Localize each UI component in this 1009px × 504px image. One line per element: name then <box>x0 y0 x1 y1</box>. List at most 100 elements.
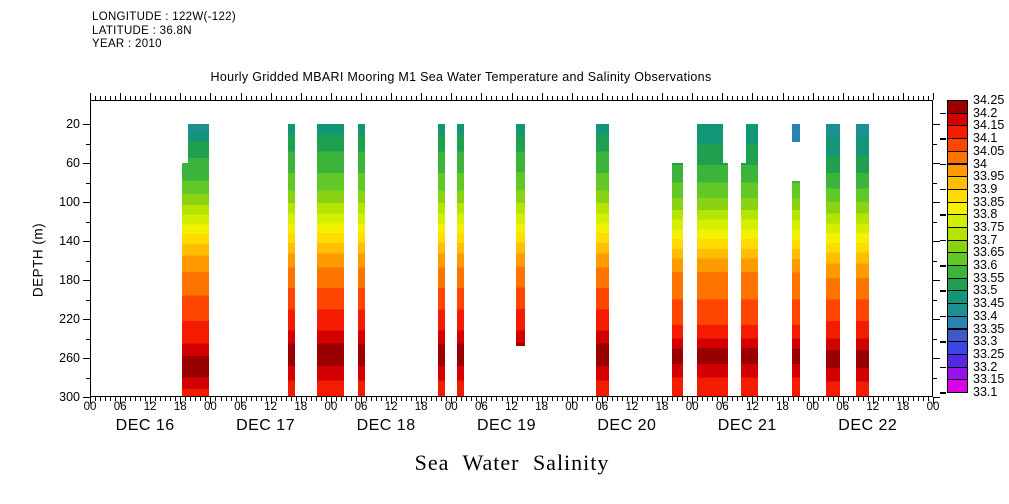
x-tick-bottom <box>556 397 558 401</box>
x-tick-top <box>867 96 869 100</box>
x-tick-top <box>270 93 272 100</box>
x-tick-top <box>466 96 468 100</box>
x-tick-label: 12 <box>384 401 398 413</box>
x-tick-bottom <box>396 397 398 401</box>
x-tick-top <box>772 96 774 100</box>
x-tick-bottom <box>160 397 162 401</box>
y-tick-label: 260 <box>59 351 80 365</box>
y-tick-right <box>933 241 940 242</box>
colorbar-label: 33.8 <box>973 207 998 222</box>
x-tick-top <box>355 96 357 100</box>
x-tick-bottom <box>411 397 413 401</box>
x-tick-bottom <box>887 397 889 401</box>
x-tick-top <box>396 96 398 100</box>
x-tick-top <box>426 96 428 100</box>
x-tick-top <box>506 96 508 100</box>
x-date-label: DEC 16 <box>115 417 175 434</box>
x-tick-bottom <box>245 397 247 401</box>
x-tick-top <box>606 96 608 100</box>
x-tick-top <box>546 96 548 100</box>
colorbar-segment <box>947 125 968 140</box>
x-tick-top <box>591 96 593 100</box>
data-column <box>792 180 800 397</box>
x-tick-top <box>456 96 458 100</box>
x-tick-bottom <box>631 397 633 404</box>
x-tick-top <box>837 96 839 100</box>
y-tick-label: 300 <box>59 390 80 404</box>
x-tick-label: 12 <box>505 401 518 413</box>
x-tick-top <box>115 96 117 100</box>
x-tick-bottom <box>330 397 332 404</box>
x-tick-bottom <box>777 397 779 401</box>
x-tick-bottom <box>300 397 302 404</box>
x-tick-top <box>280 96 282 100</box>
x-date-label: DEC 19 <box>476 417 537 434</box>
colorbar-tick <box>940 315 946 318</box>
colorbar-segment <box>947 328 968 343</box>
x-tick-bottom <box>270 397 272 404</box>
x-tick-bottom <box>817 397 819 401</box>
colorbar-segment <box>947 227 968 241</box>
y-tick-left <box>83 319 90 320</box>
x-tick-bottom <box>345 397 347 401</box>
x-tick-top <box>596 96 598 100</box>
x-tick-top <box>215 96 217 100</box>
x-tick-top <box>175 96 177 100</box>
x-tick-top <box>882 96 884 100</box>
x-tick-top <box>702 96 704 100</box>
x-tick-bottom <box>636 397 638 401</box>
x-tick-bottom <box>180 397 182 404</box>
x-tick-top <box>747 96 749 100</box>
x-tick-top <box>431 96 433 100</box>
x-tick-bottom <box>657 397 658 401</box>
x-tick-top <box>471 96 473 100</box>
x-tick-bottom <box>501 397 503 401</box>
x-tick-bottom <box>662 397 663 404</box>
x-tick-bottom <box>310 397 312 401</box>
data-column <box>437 124 446 397</box>
x-tick-bottom <box>727 397 729 401</box>
colorbar-segment <box>947 379 968 393</box>
x-tick-bottom <box>566 397 568 401</box>
x-tick-top <box>220 96 222 100</box>
colorbar-label: 33.45 <box>973 296 1005 311</box>
x-tick-label: 06 <box>474 401 488 413</box>
x-tick-top <box>802 96 804 100</box>
x-tick-label: 00 <box>444 401 458 413</box>
colorbar-tick <box>940 265 946 267</box>
x-tick-bottom <box>596 397 598 401</box>
x-tick-bottom <box>391 397 393 404</box>
x-tick-bottom <box>892 397 894 401</box>
x-tick-bottom <box>285 397 287 401</box>
colorbar-label: 33.1 <box>973 385 998 399</box>
x-tick-top <box>401 96 403 100</box>
x-tick-bottom <box>135 397 137 401</box>
x-date-label: DEC 22 <box>838 417 898 434</box>
colorbar-segment <box>947 315 968 330</box>
x-tick-bottom <box>707 397 709 401</box>
x-date-label: DEC 17 <box>236 417 296 434</box>
x-tick-bottom <box>531 397 533 401</box>
x-tick-top <box>682 96 684 100</box>
x-tick-bottom <box>928 397 929 401</box>
x-tick-top <box>797 96 799 100</box>
colorbar-label: 34.15 <box>973 118 1005 133</box>
x-tick-top <box>667 96 669 100</box>
x-tick-top <box>446 96 448 100</box>
x-tick-top <box>892 96 894 100</box>
x-tick-bottom <box>576 397 578 401</box>
y-tick-right <box>933 377 937 379</box>
data-column <box>672 163 684 397</box>
x-tick-bottom <box>280 397 282 401</box>
x-tick-top <box>787 96 789 100</box>
x-tick-bottom <box>647 397 648 401</box>
colorbar-label: 33.6 <box>973 258 998 272</box>
x-tick-top <box>391 93 393 100</box>
x-tick-top <box>180 93 182 100</box>
x-tick-bottom <box>315 397 317 401</box>
x-tick-bottom <box>702 397 704 401</box>
x-tick-bottom <box>145 397 147 401</box>
x-tick-top <box>481 93 483 100</box>
x-tick-top <box>852 96 854 100</box>
x-tick-bottom <box>350 397 352 401</box>
